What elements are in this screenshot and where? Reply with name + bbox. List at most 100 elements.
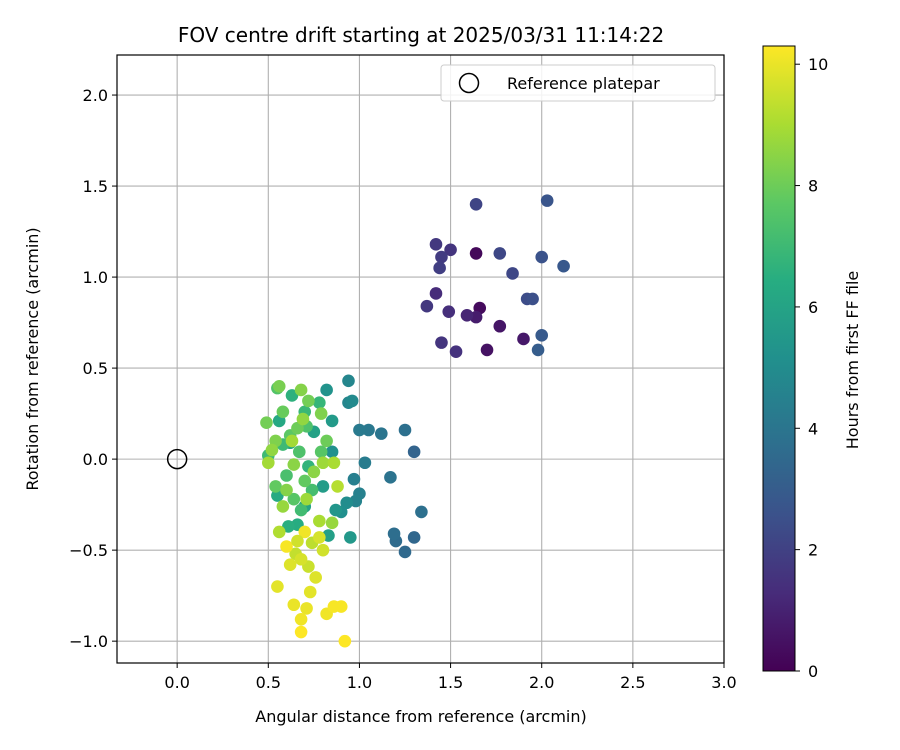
data-point <box>271 580 284 593</box>
y-tick-label: 0.0 <box>83 450 108 469</box>
data-point <box>285 389 299 402</box>
data-point <box>407 531 421 544</box>
y-tick-label: 0.5 <box>83 359 108 378</box>
y-tick-label: 2.0 <box>83 86 108 105</box>
x-tick-label: 1.0 <box>347 673 372 692</box>
data-point <box>316 543 330 557</box>
colorbar-tick-label: 8 <box>808 177 818 196</box>
data-point <box>469 247 483 260</box>
data-point <box>444 243 457 257</box>
data-point <box>300 492 313 506</box>
data-point <box>280 483 293 497</box>
colorbar-tick-label: 10 <box>808 55 828 74</box>
colorbar-tick-label: 2 <box>808 541 818 560</box>
data-point <box>375 427 388 440</box>
data-point <box>265 443 279 457</box>
data-point <box>276 500 290 513</box>
data-point <box>469 197 483 211</box>
data-point <box>334 600 348 613</box>
colorbar-label: Hours from first FF file <box>843 271 862 450</box>
data-point <box>282 520 295 533</box>
data-point <box>283 558 297 572</box>
data-point <box>331 480 344 493</box>
data-point <box>342 374 355 388</box>
colorbar-tick-label: 4 <box>808 419 818 438</box>
data-point <box>305 483 319 497</box>
data-point <box>493 319 507 333</box>
reference-platepar-marker <box>166 448 188 470</box>
legend-open-circle-icon <box>458 72 480 94</box>
colorbar-tick-label: 6 <box>808 298 818 317</box>
data-point <box>420 299 434 313</box>
data-point <box>345 394 359 408</box>
data-point <box>433 261 446 275</box>
data-point <box>344 531 357 544</box>
data-point <box>358 456 372 470</box>
chart-title: FOV centre drift starting at 2025/03/31 … <box>178 23 664 47</box>
y-tick-label: −0.5 <box>69 541 108 560</box>
data-point <box>325 414 339 428</box>
colorbar-ticks: 0 2 4 6 8 10 <box>795 55 828 681</box>
data-point <box>327 456 341 470</box>
data-point <box>316 456 330 470</box>
grid-lines <box>117 55 725 663</box>
data-point <box>272 525 286 539</box>
data-point <box>442 305 456 318</box>
y-tick-label: 1.5 <box>83 177 108 196</box>
data-point <box>294 383 308 397</box>
data-point <box>325 445 339 459</box>
data-point <box>540 194 554 207</box>
x-tick-label: 3.0 <box>711 673 736 692</box>
data-point <box>526 292 539 306</box>
y-tick-label: −1.0 <box>69 632 108 651</box>
legend: Reference platepar <box>440 64 716 102</box>
data-point <box>384 471 397 484</box>
data-point <box>435 250 448 264</box>
data-point <box>320 434 333 448</box>
data-point <box>313 514 326 528</box>
x-axis-label: Angular distance from reference (arcmin) <box>255 707 586 726</box>
data-point <box>309 571 322 584</box>
data-point <box>300 602 313 615</box>
data-point <box>340 496 353 510</box>
data-points <box>260 194 570 648</box>
data-point <box>353 423 366 437</box>
data-point <box>276 405 290 419</box>
plot-frame <box>116 54 725 664</box>
data-point <box>292 445 306 459</box>
data-point <box>294 503 308 517</box>
y-axis-ticks: −1.0 −0.5 0.0 0.5 1.0 1.5 2.0 <box>69 86 117 651</box>
data-point <box>280 540 293 553</box>
reference-marker-layer <box>166 448 188 470</box>
data-point <box>535 250 549 264</box>
data-point <box>506 267 519 280</box>
data-point <box>325 516 339 530</box>
data-point <box>320 383 333 397</box>
data-point <box>261 456 275 470</box>
data-point <box>460 309 474 322</box>
data-point <box>298 474 312 488</box>
colorbar-gradient <box>763 46 795 671</box>
data-point <box>294 552 308 566</box>
x-axis-ticks: 0.0 0.5 1.0 1.5 2.0 2.5 3.0 <box>164 663 737 692</box>
data-point <box>314 445 328 459</box>
data-point <box>298 525 312 539</box>
data-point <box>398 423 412 437</box>
data-point <box>272 380 286 393</box>
colorbar-frame <box>762 45 796 672</box>
data-point <box>535 329 549 342</box>
data-point <box>316 480 330 493</box>
data-point <box>287 458 301 471</box>
x-tick-label: 0.5 <box>256 673 281 692</box>
data-point <box>531 343 545 357</box>
data-point <box>287 598 301 612</box>
x-tick-label: 2.0 <box>529 673 554 692</box>
data-point <box>429 287 443 300</box>
data-point <box>314 407 328 420</box>
data-point <box>362 423 375 437</box>
data-point <box>449 345 463 359</box>
data-point <box>287 492 301 506</box>
data-point <box>517 332 530 346</box>
